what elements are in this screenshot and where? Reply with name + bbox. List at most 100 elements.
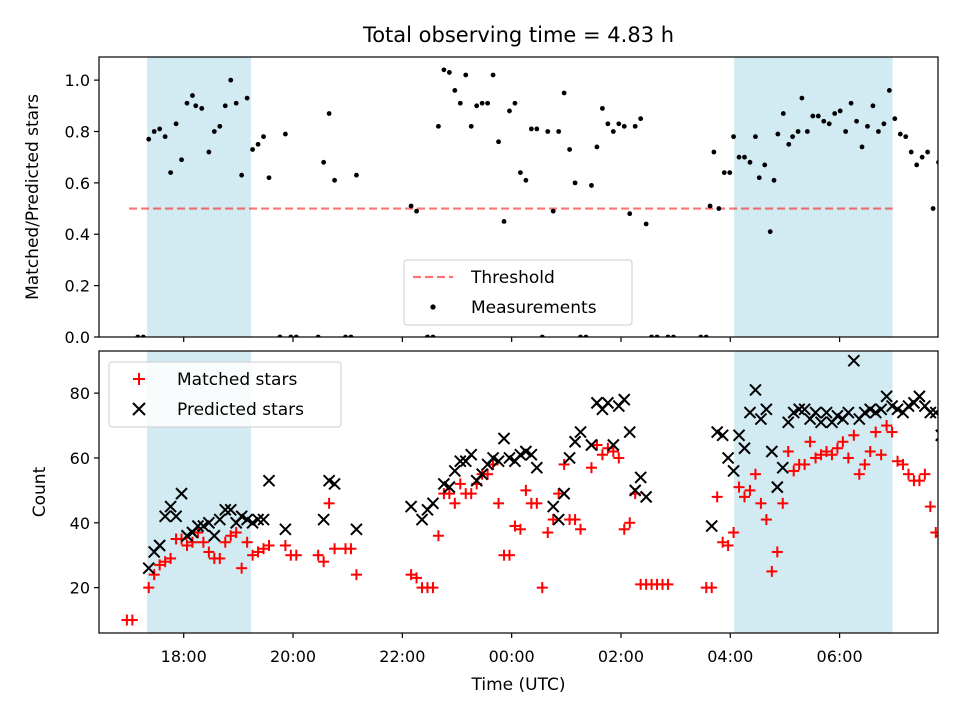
measurement-point: [561, 90, 567, 96]
top-axes-frame: [98, 56, 939, 338]
matched-star-point: [886, 426, 898, 438]
x-tick-label: 06:00: [817, 647, 863, 666]
predicted-star-point: [952, 566, 960, 577]
matched-star-point: [842, 452, 854, 464]
predicted-star-point: [634, 471, 647, 484]
top-panel: 0.0 0.2 0.4 0.6 0.8 1.0 Matched/Predicted sta…: [23, 56, 947, 347]
measurement-point: [870, 103, 876, 109]
y-tick-label: 60: [70, 449, 90, 468]
matched-star-point: [411, 572, 423, 584]
measurement-point: [638, 116, 644, 122]
predicted-star-point: [842, 406, 855, 419]
matched-star-point: [585, 462, 597, 474]
measurement-point: [261, 134, 266, 140]
legend-threshold-label: Threshold: [470, 268, 555, 288]
measurement-point: [512, 100, 518, 106]
measurement-point: [707, 203, 713, 209]
matched-star-point: [482, 468, 494, 480]
measurement-point: [446, 70, 452, 75]
predicted-star-point: [574, 425, 587, 439]
matched-star-point: [591, 439, 603, 451]
measurement-point: [567, 147, 573, 152]
measurement-point: [903, 134, 909, 140]
measurement-point: [255, 141, 261, 147]
measurement-point: [643, 221, 649, 227]
measurement-point: [222, 103, 228, 109]
y-tick-label: 0.4: [65, 225, 90, 244]
y-tick-label: 0.2: [65, 277, 90, 296]
predicted-star-point: [929, 406, 938, 419]
measurement-point: [408, 203, 414, 209]
measurement-point: [721, 170, 727, 175]
measurement-point: [848, 100, 854, 106]
top-y-ticks: 0.0 0.2 0.4 0.6 0.8 1.0: [65, 71, 99, 347]
matched-star-point: [864, 445, 876, 457]
top-legend: Threshold Measurements: [403, 259, 633, 326]
predicted-star-point: [601, 396, 615, 410]
matched-star-point: [881, 420, 893, 432]
measurement-point: [930, 206, 936, 211]
top-measurement-points: [135, 67, 947, 337]
matched-star-point: [143, 582, 155, 594]
predicted-star-point: [639, 490, 653, 504]
measurement-point: [326, 111, 332, 116]
predicted-star-point: [607, 438, 620, 452]
y-tick-label: 1.0: [65, 71, 90, 90]
matched-star-point: [148, 569, 160, 581]
predicted-star-point: [776, 461, 789, 474]
measurement-point: [228, 77, 234, 83]
x-tick-label: 02:00: [598, 647, 644, 666]
measurement-point: [354, 172, 359, 178]
matched-star-point: [290, 549, 302, 561]
predicted-star-point: [557, 487, 571, 500]
measurement-point: [233, 100, 239, 106]
matched-star-point: [503, 549, 515, 561]
matched-star-point: [870, 426, 882, 438]
measurement-point: [892, 116, 898, 122]
measurement-point: [507, 108, 512, 114]
measurement-point: [843, 129, 849, 134]
matched-star-point: [919, 468, 931, 480]
measurement-point: [485, 100, 491, 106]
matched-star-point: [782, 445, 794, 457]
measurement-point: [162, 134, 168, 140]
matched-star-point: [165, 552, 177, 564]
measurement-point: [854, 118, 859, 124]
matched-star-point: [711, 491, 723, 503]
measurement-point: [756, 175, 762, 181]
measurement-point: [786, 141, 792, 147]
matched-star-point: [176, 533, 188, 545]
measurement-point: [414, 208, 419, 214]
measurement-point: [632, 123, 638, 129]
matched-star-point: [848, 429, 860, 441]
matched-star-point: [263, 539, 275, 551]
measurement-point: [795, 129, 801, 134]
matched-star-point: [531, 497, 543, 509]
predicted-star-point: [454, 454, 467, 468]
matched-star-point: [454, 478, 466, 490]
x-tick-label: 00:00: [489, 647, 535, 666]
measurement-point: [627, 211, 633, 217]
predicted-star-point: [142, 561, 155, 575]
measurement-point: [767, 229, 773, 235]
measurement-point: [942, 145, 947, 150]
shaded-region: [147, 57, 251, 337]
matched-star-point: [706, 582, 718, 594]
measurement-point: [727, 170, 733, 175]
predicted-star-point: [443, 480, 456, 494]
measurement-point: [790, 134, 796, 140]
measurement-point: [190, 93, 195, 98]
shaded-region: [734, 351, 893, 633]
matched-star-point: [788, 465, 800, 477]
top-legend-box: [403, 259, 633, 326]
bottom-legend-box: [108, 361, 342, 428]
predicted-star-point: [191, 519, 205, 533]
measurement-point: [179, 157, 184, 163]
predicted-star-point: [743, 406, 757, 419]
measurement-point: [545, 129, 551, 134]
matched-star-point: [493, 497, 505, 509]
matched-star-point: [766, 565, 778, 577]
predicted-star-point: [814, 416, 828, 429]
measurement-point: [925, 149, 931, 155]
predicted-star-point: [404, 500, 418, 513]
